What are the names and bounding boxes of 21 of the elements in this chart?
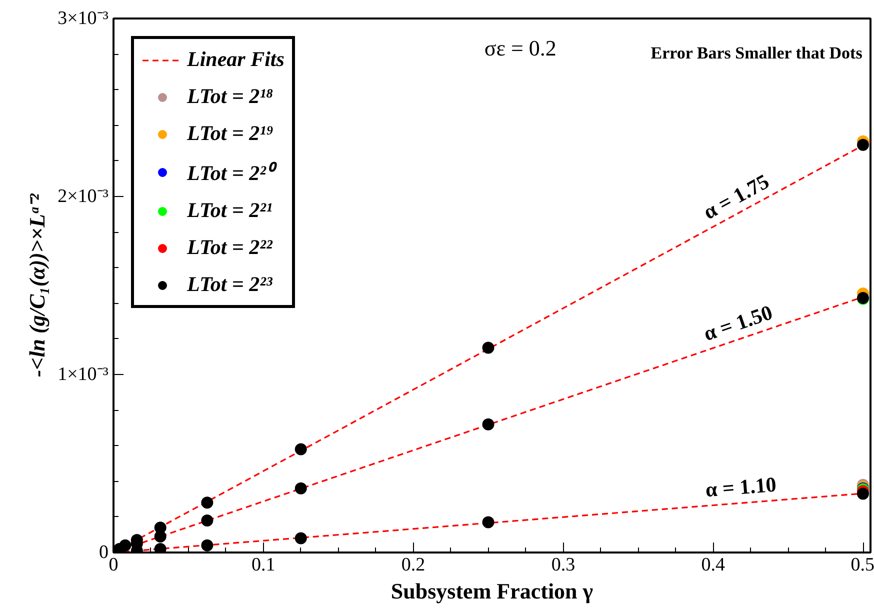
x-tick-label: 0.5 — [850, 554, 874, 576]
annotation: σε = 0.2 — [484, 35, 556, 60]
y-axis-title: -<ln (g/C₁(α))>×Lᵅ⁻² — [24, 193, 50, 378]
legend-label: Linear Fits — [187, 47, 284, 72]
legend-label: LTot = 2¹⁸ — [187, 84, 274, 109]
x-tick-label: 0.1 — [252, 554, 276, 576]
annotation: α = 1.75 — [699, 169, 773, 224]
y-tick-label: 1×10⁻³ — [58, 364, 109, 385]
x-axis-title: Subsystem Fraction γ — [390, 578, 594, 604]
x-tick-label: 0.3 — [551, 554, 576, 576]
y-tick-label: 2×10⁻³ — [58, 186, 109, 207]
annotation: α = 1.10 — [704, 472, 778, 502]
annotation: α = 1.50 — [700, 300, 776, 346]
legend-label: LTot = 2²¹ — [187, 198, 272, 223]
x-tick-label: 0.4 — [701, 554, 726, 576]
legend-label: LTot = 2²³ — [187, 272, 272, 297]
y-tick-label: 3×10⁻³ — [58, 8, 109, 29]
x-tick-label: 0.2 — [401, 554, 426, 576]
annotation: Error Bars Smaller that Dots — [650, 44, 863, 63]
legend-label: LTot = 2¹⁹ — [187, 121, 274, 146]
legend-label: LTot = 2²² — [187, 235, 272, 260]
